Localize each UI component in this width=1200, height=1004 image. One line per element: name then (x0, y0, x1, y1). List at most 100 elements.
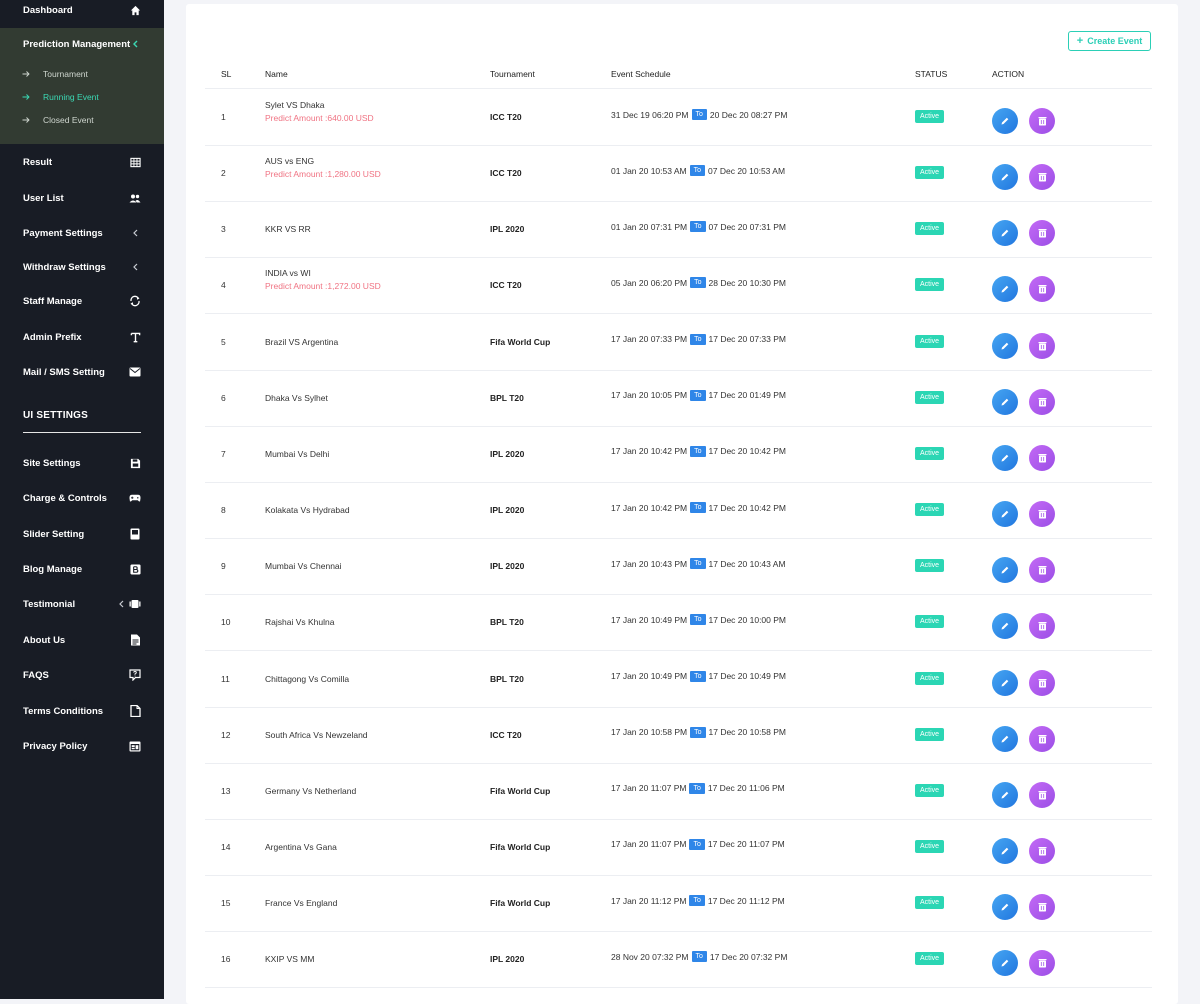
edit-button[interactable] (992, 950, 1018, 977)
schedule-end: 17 Dec 20 10:00 PM (708, 614, 787, 625)
row-schedule: 17 Jan 20 11:07 PM To 17 Dec 20 11:06 PM (611, 782, 785, 794)
schedule-end: 28 Dec 20 10:30 PM (708, 277, 787, 288)
row-name-cell: AUS vs ENG Predict Amount :1,280.00 USD (265, 156, 381, 179)
sidebar-item-staff-manage[interactable]: Staff Manage (0, 287, 164, 315)
delete-button[interactable] (1029, 501, 1055, 528)
sub-item-running-event[interactable]: Running Event (0, 86, 164, 108)
sidebar-item-payment-settings[interactable]: Payment Settings (0, 219, 164, 247)
edit-button[interactable] (992, 781, 1018, 808)
delete-button[interactable] (1029, 388, 1055, 415)
event-name: Argentina Vs Gana (265, 841, 337, 852)
delete-button[interactable] (1029, 276, 1055, 303)
edit-button[interactable] (992, 388, 1018, 415)
column-header-status: STATUS (915, 69, 948, 79)
edit-button[interactable] (992, 108, 1018, 134)
delete-button[interactable] (1029, 950, 1055, 977)
delete-button[interactable] (1029, 557, 1055, 584)
sidebar-item-about-us[interactable]: About Us (0, 626, 164, 654)
delete-button[interactable] (1029, 332, 1055, 359)
delete-button[interactable] (1029, 781, 1055, 808)
edit-button[interactable] (992, 669, 1018, 696)
delete-button[interactable] (1029, 837, 1055, 864)
row-tournament: IPL 2020 (490, 954, 525, 965)
sidebar-item-result[interactable]: Result (0, 148, 164, 176)
to-badge: To (690, 277, 706, 289)
to-badge: To (689, 895, 705, 907)
sidebar-item-privacy-policy[interactable]: Privacy Policy (0, 732, 164, 760)
sidebar-item-testimonial[interactable]: Testimonial (0, 590, 164, 618)
delete-button[interactable] (1029, 894, 1055, 921)
edit-button[interactable] (992, 444, 1018, 471)
row-tournament: ICC T20 (490, 168, 522, 179)
sidebar-item-prediction-management[interactable]: Prediction Management (0, 30, 164, 58)
table-icon (129, 156, 141, 168)
sidebar-item-charge-controls[interactable]: Charge & Controls (0, 484, 164, 512)
sidebar-item-dashboard[interactable]: Dashboard (0, 0, 164, 24)
delete-button[interactable] (1029, 164, 1055, 191)
edit-button[interactable] (992, 276, 1018, 303)
row-name-cell: Mumbai Vs Chennai (265, 561, 342, 571)
delete-button[interactable] (1029, 669, 1055, 696)
status-badge: Active (915, 727, 945, 741)
sidebar-item-slider-setting[interactable]: Slider Setting (0, 520, 164, 548)
sidebar-item-user-list[interactable]: User List (0, 184, 164, 212)
file-icon (129, 705, 141, 717)
row-sl: 7 (221, 448, 226, 459)
event-name: AUS vs ENG (265, 156, 315, 167)
pencil-icon (1001, 903, 1009, 911)
sidebar-item-site-settings[interactable]: Site Settings (0, 449, 164, 477)
sub-item-closed-event[interactable]: Closed Event (0, 109, 164, 131)
row-schedule: 17 Jan 20 10:49 PM To 17 Dec 20 10:49 PM (611, 670, 786, 682)
to-badge: To (690, 389, 706, 401)
status-badge: Active (915, 222, 945, 236)
table-row: 4 INDIA vs WI Predict Amount :1,272.00 USD… (205, 257, 1152, 315)
edit-button[interactable] (992, 894, 1018, 921)
text-icon (129, 331, 141, 343)
row-tournament: Fifa World Cup (490, 841, 551, 852)
row-schedule: 31 Dec 19 06:20 PM To 20 Dec 20 08:27 PM (611, 109, 787, 120)
delete-button[interactable] (1029, 613, 1055, 640)
predict-amount: Predict Amount :1,272.00 USD (265, 281, 381, 292)
trash-icon (1038, 622, 1046, 631)
row-tournament: ICC T20 (490, 112, 522, 122)
event-name: South Africa Vs Newzeland (265, 729, 368, 740)
sidebar-item-blog-manage[interactable]: Blog Manage (0, 555, 164, 583)
edit-button[interactable] (992, 613, 1018, 640)
row-tournament: Fifa World Cup (490, 898, 551, 909)
sidebar-item-admin-prefix[interactable]: Admin Prefix (0, 323, 164, 351)
edit-button[interactable] (992, 501, 1018, 528)
delete-button[interactable] (1029, 444, 1055, 471)
sidebar-item-terms-conditions[interactable]: Terms Conditions (0, 697, 164, 725)
edit-button[interactable] (992, 557, 1018, 584)
edit-button[interactable] (992, 725, 1018, 752)
delete-button[interactable] (1029, 725, 1055, 752)
pencil-icon (1001, 791, 1009, 799)
edit-button[interactable] (992, 837, 1018, 864)
edit-button[interactable] (992, 332, 1018, 359)
table-row: 7 Mumbai Vs Delhi IPL 2020 17 Jan 20 10:42 … (205, 426, 1152, 483)
to-badge: To (690, 558, 706, 570)
status-badge: Active (915, 559, 945, 573)
edit-button[interactable] (992, 220, 1018, 247)
delete-button[interactable] (1029, 220, 1055, 247)
to-badge: To (690, 726, 706, 738)
sidebar-item-faqs[interactable]: FAQS (0, 661, 164, 689)
event-name: Dhaka Vs Sylhet (265, 392, 328, 403)
event-name: Kolakata Vs Hydrabad (265, 505, 350, 516)
sidebar-item-mail-sms-setting[interactable]: Mail / SMS Setting (0, 358, 164, 386)
row-tournament: Fifa World Cup (490, 336, 551, 347)
to-badge: To (691, 951, 707, 963)
schedule-start: 31 Dec 19 06:20 PM (611, 109, 689, 120)
sidebar-item-withdraw-settings[interactable]: Withdraw Settings (0, 253, 164, 281)
sidebar-item-label: Dashboard (23, 4, 73, 16)
status-badge: Active (915, 615, 945, 629)
sub-item-tournament[interactable]: Tournament (0, 63, 164, 85)
trash-icon (1038, 173, 1046, 182)
create-event-button[interactable]: + Create Event (1068, 31, 1151, 51)
edit-button[interactable] (992, 164, 1018, 191)
predict-amount: Predict Amount :1,280.00 USD (265, 169, 381, 180)
delete-button[interactable] (1029, 108, 1055, 134)
schedule-start: 17 Jan 20 11:12 PM (611, 895, 687, 906)
pencil-icon (1001, 566, 1009, 574)
window-icon (129, 740, 141, 752)
